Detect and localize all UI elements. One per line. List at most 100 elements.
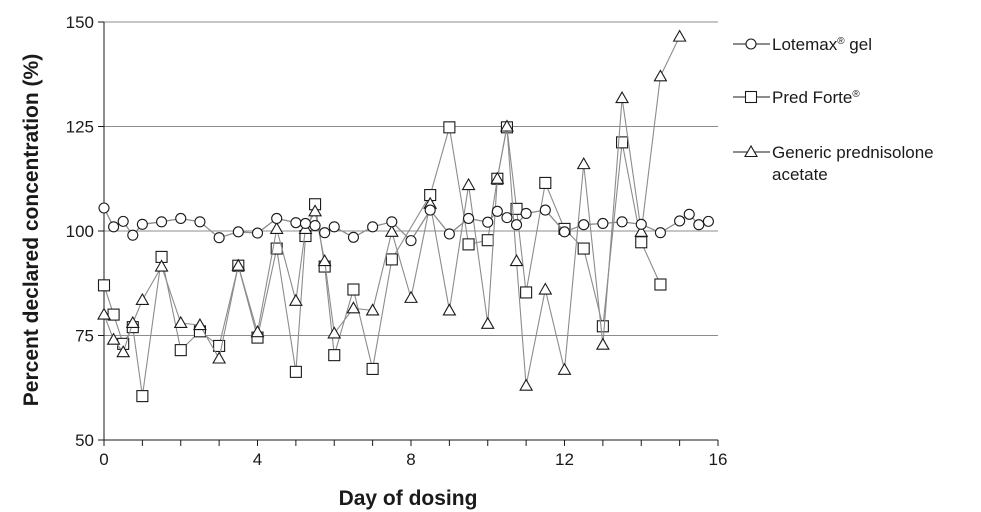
data-point bbox=[108, 221, 120, 233]
data-point bbox=[405, 235, 417, 247]
data-point bbox=[106, 332, 121, 345]
data-point bbox=[443, 228, 455, 240]
data-point bbox=[404, 290, 418, 303]
legend-entry: Lotemax® gel bbox=[733, 35, 872, 54]
legend-entry: Pred Forte® bbox=[733, 88, 860, 107]
data-point bbox=[520, 207, 532, 219]
data-point bbox=[597, 217, 609, 230]
data-point bbox=[385, 253, 398, 266]
data-point bbox=[595, 337, 610, 350]
x-tick-label: 12 bbox=[555, 450, 574, 469]
y-tick-label: 50 bbox=[75, 431, 94, 450]
data-point bbox=[127, 229, 139, 241]
y-tick-label: 150 bbox=[66, 13, 94, 32]
data-point bbox=[347, 231, 359, 243]
data-point bbox=[97, 279, 111, 292]
data-point bbox=[557, 362, 572, 375]
data-point bbox=[519, 378, 534, 391]
data-point bbox=[509, 253, 524, 267]
data-point bbox=[615, 90, 630, 104]
data-point bbox=[635, 236, 648, 249]
data-point bbox=[367, 221, 379, 233]
x-tick-label: 0 bbox=[99, 450, 108, 469]
data-point bbox=[107, 308, 120, 321]
data-point bbox=[309, 220, 321, 232]
data-point bbox=[702, 215, 714, 227]
data-point bbox=[317, 253, 332, 267]
data-point bbox=[424, 204, 436, 216]
data-point bbox=[213, 232, 225, 244]
x-tick-label: 16 bbox=[709, 450, 728, 469]
data-point bbox=[442, 303, 457, 316]
data-point bbox=[319, 227, 331, 239]
data-point bbox=[490, 171, 505, 184]
data-point bbox=[154, 259, 169, 272]
data-point bbox=[491, 205, 503, 217]
data-point bbox=[328, 221, 340, 233]
x-tick-label: 8 bbox=[406, 450, 415, 469]
legend-marker-circle-icon bbox=[745, 38, 757, 50]
data-point bbox=[693, 219, 705, 231]
data-point bbox=[328, 349, 341, 362]
y-tick-label: 100 bbox=[66, 222, 94, 241]
data-point bbox=[596, 320, 609, 333]
data-point bbox=[136, 218, 148, 230]
data-point bbox=[98, 202, 110, 214]
data-point bbox=[654, 227, 666, 239]
gridlines bbox=[104, 21, 718, 336]
series-line bbox=[103, 207, 709, 242]
data-point bbox=[558, 226, 571, 238]
series-line bbox=[103, 36, 681, 386]
data-point bbox=[461, 177, 476, 191]
data-point bbox=[308, 204, 323, 217]
data-point bbox=[212, 351, 227, 364]
legend-marker-square-icon bbox=[744, 90, 758, 104]
data-point bbox=[290, 217, 302, 229]
x-axis-title: Day of dosing bbox=[339, 487, 478, 510]
data-point bbox=[125, 315, 140, 329]
data-point bbox=[346, 301, 361, 314]
data-point bbox=[327, 326, 342, 339]
data-point bbox=[480, 316, 495, 329]
legend-marker-triangle-icon bbox=[744, 144, 758, 158]
data-point bbox=[271, 212, 283, 225]
data-point bbox=[117, 215, 129, 227]
axes bbox=[98, 21, 719, 446]
data-point bbox=[510, 202, 523, 215]
data-point bbox=[135, 292, 150, 306]
data-point bbox=[616, 216, 628, 228]
data-point bbox=[654, 278, 667, 291]
legend-label-line2: acetate bbox=[772, 165, 828, 184]
data-point bbox=[539, 204, 551, 216]
data-point bbox=[481, 234, 494, 247]
data-point bbox=[463, 212, 475, 225]
x-tick-label: 4 bbox=[253, 450, 262, 469]
data-point bbox=[347, 283, 360, 296]
data-point bbox=[366, 362, 379, 375]
series-triangle bbox=[97, 29, 687, 391]
data-point bbox=[97, 307, 111, 320]
data-point bbox=[539, 176, 552, 189]
data-point bbox=[194, 216, 206, 228]
data-point bbox=[173, 315, 188, 329]
legend-label: Lotemax® gel bbox=[772, 35, 872, 54]
data-point bbox=[538, 282, 553, 295]
data-point bbox=[499, 119, 514, 132]
data-point bbox=[231, 258, 246, 271]
data-point bbox=[251, 227, 264, 239]
data-point bbox=[175, 212, 187, 225]
data-point bbox=[510, 219, 523, 231]
data-point bbox=[520, 286, 533, 299]
series-layer bbox=[97, 29, 714, 403]
legend-label: Pred Forte® bbox=[772, 88, 860, 107]
data-point bbox=[174, 344, 187, 357]
data-point bbox=[683, 208, 695, 220]
y-tick-label: 75 bbox=[75, 327, 94, 346]
data-point bbox=[269, 221, 284, 234]
data-point bbox=[576, 157, 591, 170]
data-point bbox=[616, 136, 629, 149]
data-point bbox=[232, 226, 244, 238]
data-point bbox=[674, 215, 686, 227]
legend: Lotemax® gel Pred Forte® Generic prednisol… bbox=[733, 35, 934, 184]
data-point bbox=[250, 325, 265, 338]
